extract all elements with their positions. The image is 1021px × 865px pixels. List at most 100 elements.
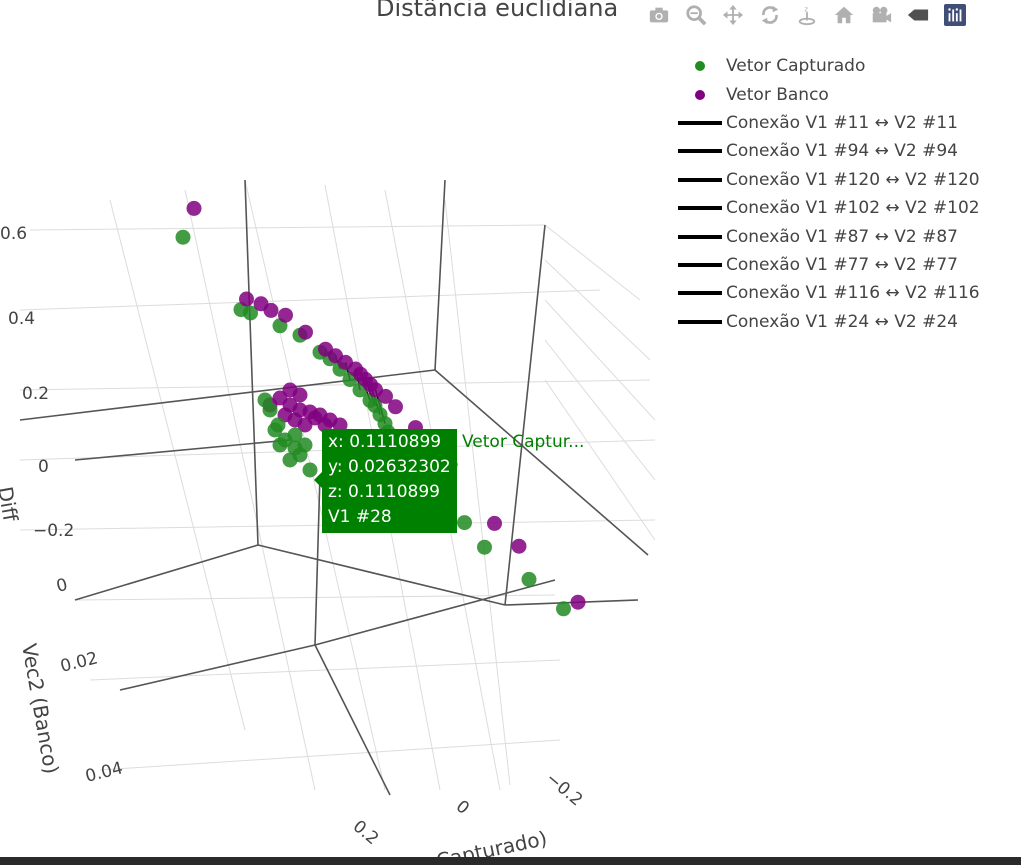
legend-item-conexao-94[interactable]: Conexão V1 #94 ↔ V2 #94 bbox=[674, 137, 980, 165]
point-vetor-capturado[interactable] bbox=[272, 437, 288, 453]
z-tick-label: 0.2 bbox=[22, 384, 49, 404]
grid-line bbox=[19, 379, 651, 391]
legend-label: Conexão V1 #116 ↔ V2 #116 bbox=[726, 283, 980, 304]
point-vetor-banco[interactable] bbox=[186, 200, 202, 216]
legend: Vetor Capturado Vetor Banco Conexão V1 #… bbox=[674, 52, 980, 336]
point-vetor-capturado[interactable] bbox=[175, 229, 191, 245]
point-vetor-banco[interactable] bbox=[487, 515, 502, 531]
legend-label: Conexão V1 #94 ↔ V2 #94 bbox=[726, 141, 958, 162]
point-vetor-banco[interactable] bbox=[570, 594, 586, 610]
modebar: z bbox=[640, 0, 977, 30]
tooltip-z: z: 0.1110899 bbox=[328, 482, 440, 502]
orbit-rotation-icon[interactable] bbox=[755, 0, 785, 30]
title-clip: Distância euclidiana bbox=[376, 0, 630, 30]
point-vetor-capturado[interactable] bbox=[297, 437, 313, 453]
plotly-logo-icon[interactable] bbox=[940, 0, 970, 30]
axis-edge bbox=[74, 439, 291, 461]
point-vetor-capturado[interactable] bbox=[457, 515, 472, 531]
point-vetor-banco[interactable] bbox=[388, 399, 403, 415]
chart-title: Distância euclidiana bbox=[376, 0, 619, 22]
z-axis-title: Diff bbox=[0, 485, 23, 525]
grid-line bbox=[89, 659, 561, 681]
grid-line bbox=[19, 289, 601, 311]
legend-item-vetor-banco[interactable]: Vetor Banco bbox=[674, 80, 980, 108]
axis-edge bbox=[434, 369, 649, 556]
legend-dot-icon bbox=[674, 61, 726, 72]
legend-item-conexao-116[interactable]: Conexão V1 #116 ↔ V2 #116 bbox=[674, 279, 980, 307]
point-vetor-banco[interactable] bbox=[239, 291, 254, 307]
grid-line bbox=[99, 739, 561, 771]
point-vetor-capturado[interactable] bbox=[477, 539, 492, 555]
point-vetor-capturado[interactable] bbox=[302, 462, 318, 478]
legend-label: Vetor Capturado bbox=[726, 56, 866, 77]
axis-edge bbox=[504, 224, 546, 606]
legend-item-conexao-11[interactable]: Conexão V1 #11 ↔ V2 #11 bbox=[674, 109, 980, 137]
legend-line-icon bbox=[674, 234, 726, 239]
point-vetor-banco[interactable] bbox=[332, 417, 348, 433]
svg-text:z: z bbox=[804, 4, 808, 13]
axis-edge bbox=[314, 644, 391, 796]
turntable-rotation-icon[interactable]: z bbox=[792, 0, 822, 30]
legend-label: Conexão V1 #102 ↔ V2 #102 bbox=[726, 198, 980, 219]
point-vetor-capturado[interactable] bbox=[282, 452, 298, 468]
axis-edge bbox=[314, 474, 321, 646]
grid-line bbox=[74, 594, 556, 601]
z-tick-label: 0 bbox=[38, 457, 49, 477]
point-vetor-capturado[interactable] bbox=[257, 392, 273, 408]
legend-label: Conexão V1 #11 ↔ V2 #11 bbox=[726, 112, 958, 133]
point-vetor-capturado[interactable] bbox=[270, 417, 286, 433]
legend-item-conexao-24[interactable]: Conexão V1 #24 ↔ V2 #24 bbox=[674, 308, 980, 336]
y-tick-label: 0.02 bbox=[58, 648, 100, 677]
legend-label: Conexão V1 #87 ↔ V2 #87 bbox=[726, 226, 958, 247]
grid-line bbox=[109, 199, 246, 731]
toggle-spike-icon[interactable] bbox=[903, 0, 933, 30]
legend-item-conexao-120[interactable]: Conexão V1 #120 ↔ V2 #120 bbox=[674, 166, 980, 194]
point-vetor-banco[interactable] bbox=[282, 382, 298, 398]
grid-line bbox=[544, 379, 656, 541]
point-vetor-banco[interactable] bbox=[298, 324, 313, 340]
zoom-icon[interactable] bbox=[681, 0, 711, 30]
legend-dot-icon bbox=[674, 89, 726, 100]
point-vetor-banco[interactable] bbox=[317, 417, 333, 433]
grid-line bbox=[184, 189, 316, 791]
camera-reset-icon[interactable] bbox=[866, 0, 896, 30]
camera-icon[interactable] bbox=[644, 0, 674, 30]
grid-line bbox=[544, 224, 641, 301]
point-vetor-banco[interactable] bbox=[511, 538, 527, 554]
legend-item-conexao-102[interactable]: Conexão V1 #102 ↔ V2 #102 bbox=[674, 194, 980, 222]
point-vetor-banco[interactable] bbox=[263, 302, 279, 318]
pan-icon[interactable] bbox=[718, 0, 748, 30]
axis-edge bbox=[314, 579, 556, 646]
home-icon[interactable] bbox=[829, 0, 859, 30]
tooltip-x: x: 0.1110899 bbox=[328, 432, 442, 452]
legend-line-icon bbox=[674, 291, 726, 296]
x-tick-label: 0.2 bbox=[349, 817, 383, 850]
point-vetor-banco[interactable] bbox=[378, 388, 393, 404]
grid-line bbox=[544, 339, 656, 481]
window-bottom-bar bbox=[0, 857, 1021, 865]
legend-label: Conexão V1 #120 ↔ V2 #120 bbox=[726, 169, 980, 190]
legend-item-conexao-87[interactable]: Conexão V1 #87 ↔ V2 #87 bbox=[674, 222, 980, 250]
tick-labels: 0.6 0.4 0.2 0 −0.2 0 0.02 0.04 0.2 0 −0.2 bbox=[0, 224, 586, 849]
tooltip-arrow bbox=[314, 472, 322, 488]
point-vetor-capturado[interactable] bbox=[556, 601, 571, 617]
legend-item-vetor-capturado[interactable]: Vetor Capturado bbox=[674, 52, 980, 80]
points-layer[interactable] bbox=[175, 200, 586, 617]
grid-layer bbox=[19, 179, 656, 796]
legend-line-icon bbox=[674, 206, 726, 211]
x-tick-label: −0.2 bbox=[542, 769, 586, 811]
legend-item-conexao-77[interactable]: Conexão V1 #77 ↔ V2 #77 bbox=[674, 251, 980, 279]
x-tick-label: 0 bbox=[452, 797, 473, 819]
point-vetor-capturado[interactable] bbox=[243, 305, 258, 321]
legend-label: Conexão V1 #24 ↔ V2 #24 bbox=[726, 311, 958, 332]
y-axis-title: Vec2 (Banco) bbox=[17, 642, 64, 776]
point-vetor-capturado[interactable] bbox=[521, 571, 537, 587]
grid-line bbox=[29, 224, 546, 231]
axis-edge bbox=[244, 179, 259, 546]
point-vetor-capturado[interactable] bbox=[287, 427, 303, 443]
legend-line-icon bbox=[674, 262, 726, 267]
y-tick-label: 0 bbox=[54, 575, 69, 597]
z-tick-label: 0.4 bbox=[8, 309, 35, 329]
point-vetor-banco[interactable] bbox=[278, 307, 293, 323]
